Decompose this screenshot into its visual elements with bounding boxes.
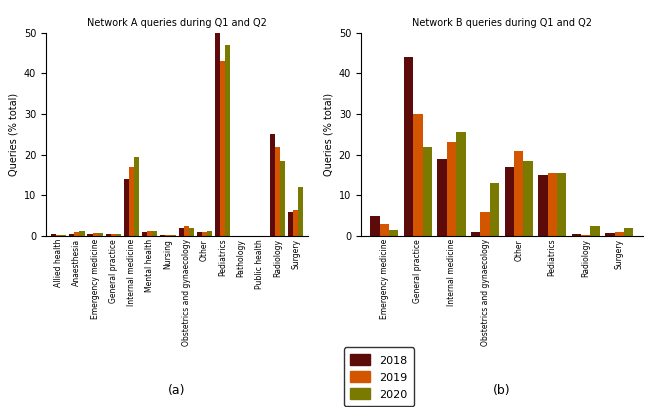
Bar	[142, 232, 147, 236]
Bar	[471, 232, 480, 236]
Bar	[165, 235, 171, 236]
Bar	[220, 61, 225, 236]
Bar	[288, 212, 293, 236]
Bar	[370, 216, 380, 236]
Bar	[51, 234, 56, 236]
Bar	[605, 233, 615, 236]
Bar	[215, 33, 220, 236]
Bar	[404, 57, 413, 236]
Legend: 2018, 2019, 2020: 2018, 2019, 2020	[344, 348, 414, 406]
Text: (b): (b)	[493, 384, 510, 397]
Bar	[129, 167, 134, 236]
Bar	[480, 212, 490, 236]
Bar	[152, 231, 157, 236]
Bar	[171, 235, 176, 236]
Bar	[87, 234, 92, 236]
Bar	[438, 159, 447, 236]
Bar	[571, 234, 581, 236]
Bar	[147, 231, 152, 236]
Bar	[178, 228, 184, 236]
Bar	[189, 228, 194, 236]
Bar	[225, 45, 230, 236]
Bar	[293, 210, 298, 236]
Bar	[456, 132, 466, 236]
Bar	[413, 114, 422, 236]
Bar	[389, 230, 398, 236]
Bar	[548, 173, 557, 236]
Y-axis label: Queries (% total): Queries (% total)	[323, 93, 333, 176]
Bar	[207, 231, 212, 236]
Bar	[56, 235, 61, 236]
Bar	[615, 232, 624, 236]
Bar	[197, 232, 202, 236]
Bar	[557, 173, 566, 236]
Bar	[504, 167, 514, 236]
Title: Network A queries during Q1 and Q2: Network A queries during Q1 and Q2	[87, 18, 267, 28]
Bar	[270, 134, 275, 236]
Bar	[98, 233, 103, 236]
Bar	[523, 161, 533, 236]
Bar	[74, 232, 79, 236]
Bar	[624, 228, 634, 236]
Title: Network B queries during Q1 and Q2: Network B queries during Q1 and Q2	[412, 18, 592, 28]
Bar	[422, 147, 432, 236]
Bar	[134, 157, 139, 236]
Bar	[92, 233, 98, 236]
Bar	[111, 234, 116, 236]
Bar	[202, 232, 207, 236]
Bar	[538, 175, 548, 236]
Bar	[70, 234, 74, 236]
Bar	[160, 235, 165, 236]
Bar	[106, 234, 111, 236]
Bar	[124, 179, 129, 236]
Bar	[79, 231, 85, 236]
Bar	[514, 151, 523, 236]
Bar	[280, 161, 285, 236]
Bar	[490, 183, 499, 236]
Y-axis label: Queries (% total): Queries (% total)	[9, 93, 18, 176]
Bar	[298, 187, 303, 236]
Text: (a): (a)	[169, 384, 186, 397]
Bar	[116, 234, 121, 236]
Bar	[184, 226, 189, 236]
Bar	[447, 142, 456, 236]
Bar	[275, 147, 280, 236]
Bar	[590, 226, 600, 236]
Bar	[61, 235, 66, 236]
Bar	[581, 235, 590, 236]
Bar	[380, 224, 389, 236]
